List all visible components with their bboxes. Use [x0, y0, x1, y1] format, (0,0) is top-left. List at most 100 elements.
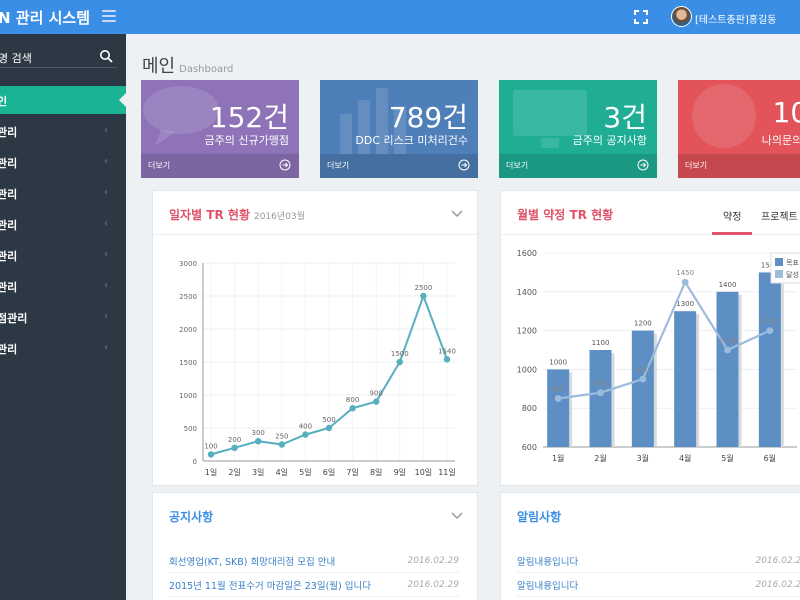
- more-link[interactable]: 더보기: [141, 154, 299, 178]
- data-label: 1540: [438, 347, 456, 355]
- alert-title[interactable]: 알림내용입니다: [517, 581, 579, 592]
- search-icon[interactable]: [99, 49, 113, 63]
- chevron-left-icon: ‹: [104, 125, 108, 136]
- alert-date: 2016.02.29: [755, 580, 800, 590]
- x-tick-label: 6일: [323, 468, 335, 477]
- stat-value: 3건: [603, 101, 647, 134]
- y-tick-label: 600: [522, 443, 537, 452]
- main-content: 메인 Dashboard 152건 금주의 신규가맹점 더보기 789건 DDC …: [126, 34, 800, 600]
- menu-toggle-icon[interactable]: [102, 10, 116, 22]
- sidebar-item-8[interactable]: 관리 ‹: [0, 333, 126, 363]
- x-tick-label: 2월: [594, 453, 606, 463]
- search-label: 명 검색: [0, 52, 32, 65]
- list-item[interactable]: 알림내용입니다 2016.02.29: [517, 551, 800, 573]
- more-link[interactable]: 더보기: [320, 154, 478, 178]
- stat-card-ddc-risk[interactable]: 789건 DDC 리스크 미처리건수 더보기: [320, 80, 478, 178]
- arrow-right-circle-icon: [458, 159, 470, 171]
- list-item[interactable]: 2015년 11월 전표수거 마감일은 23일(월) 입니다 2016.02.2…: [169, 575, 459, 597]
- panel-title: 일자별 TR 현황 2016년03월: [169, 206, 305, 223]
- more-label: 더보기: [327, 161, 350, 170]
- chevron-down-icon[interactable]: [451, 207, 463, 219]
- notice-panel: 공지사항 회선영업(KT, SKB) 희망대리점 모집 안내 2016.02.2…: [152, 492, 478, 600]
- sidebar-item-5[interactable]: 관리 ‹: [0, 240, 126, 270]
- stat-card-my-inquiries[interactable]: 100 나의문의 요청 더보기: [678, 80, 800, 178]
- page-title-text: 메인: [142, 56, 176, 77]
- data-label: 850: [551, 386, 564, 394]
- monthly-tr-panel: 월별 약정 TR 현황 약정 프로젝트 600 800 1000 1200 1400 16…: [500, 190, 800, 486]
- sidebar-item-3[interactable]: 관리 ‹: [0, 178, 126, 208]
- panel-title: 월별 약정 TR 현황: [517, 208, 614, 222]
- app-title[interactable]: N 관리 시스템: [0, 9, 90, 27]
- data-point: [373, 398, 380, 405]
- chevron-left-icon: ‹: [104, 311, 108, 322]
- data-point: [681, 278, 689, 286]
- chevron-left-icon: ‹: [104, 342, 108, 353]
- sidebar-item-4[interactable]: 관리 ‹: [0, 209, 126, 239]
- list-item[interactable]: 회선영업(KT, SKB) 희망대리점 모집 안내 2016.02.29: [169, 551, 459, 573]
- stat-value: 152건: [209, 101, 289, 134]
- data-point: [207, 451, 215, 458]
- arrow-right-circle-icon: [279, 159, 291, 171]
- notice-date: 2016.02.29: [407, 556, 459, 566]
- chevron-down-icon[interactable]: [451, 509, 463, 521]
- panel-title: 알림사항: [517, 510, 562, 524]
- notice-title[interactable]: 회선영업(KT, SKB) 희망대리점 모집 안내: [169, 557, 336, 568]
- y-tick-label: 1000: [179, 392, 197, 400]
- data-point: [349, 405, 356, 412]
- chevron-left-icon: ‹: [104, 187, 108, 198]
- bar-label: 1300: [676, 300, 694, 308]
- bar: [631, 330, 654, 447]
- notice-title[interactable]: 2015년 11월 전표수거 마감일은 23일(월) 입니다: [169, 581, 371, 592]
- data-label: 800: [346, 396, 359, 404]
- data-point: [639, 375, 647, 383]
- more-link[interactable]: 더보기: [678, 154, 800, 178]
- data-point: [766, 327, 774, 334]
- chevron-left-icon: ‹: [104, 249, 108, 260]
- stat-card-weekly-notices[interactable]: 3건 금주의 공지사항 더보기: [499, 80, 657, 178]
- x-tick-label: 7일: [346, 468, 358, 477]
- y-tick-label: 2500: [179, 293, 197, 301]
- speech-bubble-icon: [143, 86, 219, 146]
- page-subtitle: Dashboard: [179, 64, 234, 75]
- x-tick-label: 11일: [438, 468, 456, 477]
- sidebar-item-6[interactable]: 관리 ‹: [0, 271, 126, 301]
- sidebar-item-label: 관리: [0, 126, 18, 139]
- sidebar-item-label: 점관리: [0, 312, 28, 325]
- stat-card-new-merchants[interactable]: 152건 금주의 신규가맹점 더보기: [141, 80, 299, 178]
- data-point: [597, 389, 604, 397]
- data-point: [231, 444, 238, 451]
- bar-label: 1000: [549, 358, 567, 366]
- more-link[interactable]: 더보기: [499, 154, 657, 178]
- legend-label: 목표: [786, 259, 799, 267]
- sidebar-item-2[interactable]: 관리 ‹: [0, 147, 126, 177]
- sidebar-search[interactable]: 명 검색: [0, 48, 117, 68]
- more-label: 더보기: [506, 161, 529, 170]
- x-tick-label: 5월: [721, 453, 733, 463]
- data-label: 1500: [391, 350, 409, 358]
- avatar[interactable]: [671, 6, 692, 27]
- tab-project[interactable]: 프로젝트: [761, 212, 798, 223]
- fullscreen-icon[interactable]: [634, 10, 648, 24]
- series-line: [558, 279, 771, 400]
- list-item[interactable]: 알림내용입니다 2016.02.29: [517, 575, 800, 597]
- tab-contract[interactable]: 약정: [723, 212, 742, 223]
- data-label: 950: [636, 366, 649, 374]
- globe-icon: [692, 84, 756, 148]
- arrow-right-circle-icon: [637, 159, 649, 171]
- data-point: [302, 431, 309, 438]
- stat-label: 금주의 공지사항: [572, 134, 647, 147]
- data-point: [554, 395, 562, 402]
- y-tick-label: 500: [184, 425, 197, 433]
- data-point: [420, 292, 427, 300]
- user-name[interactable]: [테스트총판]홍길동: [695, 15, 777, 26]
- sidebar-item-label: 관리: [0, 281, 18, 294]
- data-label: 880: [594, 380, 607, 388]
- sidebar-item-7[interactable]: 점관리 ‹: [0, 302, 126, 332]
- top-bar: N 관리 시스템 [테스트총판]홍길동: [0, 0, 800, 34]
- legend-swatch: [775, 270, 783, 278]
- panel-title-text: 일자별 TR 현황: [169, 208, 250, 222]
- more-label: 더보기: [685, 161, 708, 170]
- alert-title[interactable]: 알림내용입니다: [517, 557, 579, 568]
- sidebar-item-active[interactable]: 인: [0, 86, 126, 114]
- sidebar-item-1[interactable]: 관리 ‹: [0, 116, 126, 146]
